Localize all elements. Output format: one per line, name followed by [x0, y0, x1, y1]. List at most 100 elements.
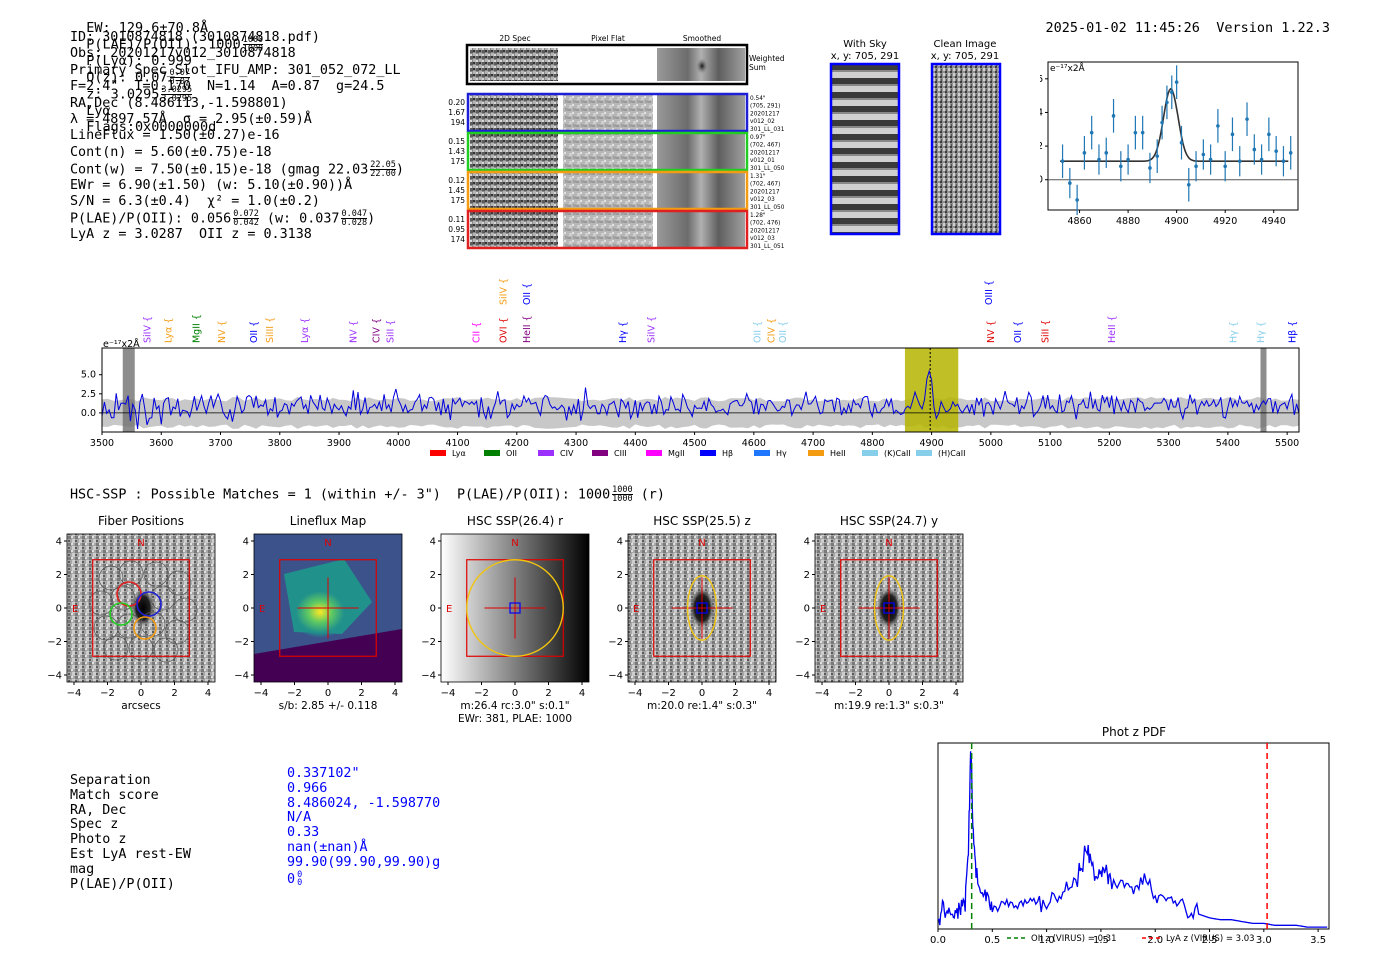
- info-radec: RA,Dec (8.486113,-1.598801): [70, 95, 288, 111]
- cutout-pixel-flat: [563, 95, 653, 130]
- cutout-row-stat: 1.67: [448, 108, 465, 117]
- zoom-data-point: [1075, 198, 1079, 202]
- cutout-2d-spec: [470, 134, 558, 169]
- spectral-line-label: CIV {: [371, 318, 382, 343]
- hsc-y-tick-label: −4: [234, 671, 249, 682]
- plae-value: P(LAE)/P(OII): 1000: [86, 36, 241, 53]
- spectrum-legend: Lyα OII CIV CIII MgII Hβ Hγ HeII (K)CaII (H)CaII: [430, 449, 965, 458]
- legend-swatch: [592, 450, 608, 456]
- legend-swatch: [754, 450, 770, 456]
- zoom-data-point: [1068, 181, 1072, 185]
- cutout-row-meta: v012_01: [750, 158, 775, 164]
- zoom-data-point: [1223, 164, 1227, 169]
- zoom-x-tick-label: 4920: [1213, 216, 1237, 227]
- spectrum-content: 3500 3600 3700 3800 3900 4000 4100 4200 4300 4400…: [81, 348, 1300, 449]
- weighted-label-1: Weighted: [749, 54, 785, 63]
- legend-label: CIV: [560, 449, 574, 458]
- hsc-y-tick-label: 4: [430, 537, 436, 548]
- spectral-line-label: NV {: [348, 320, 359, 343]
- legend-label: (H)CaII: [938, 449, 965, 458]
- zoom-data-point: [1288, 151, 1293, 155]
- info-sn: S/N = 6.3(±0.4) χ² = 1.0(±0.2): [70, 193, 320, 209]
- cutout-row-stat: 0.12: [448, 176, 465, 185]
- cutout-row-meta: v012_02: [750, 119, 775, 125]
- hsc-y-tick-label: 4: [243, 537, 249, 548]
- match-label-separation: Separation: [70, 773, 151, 788]
- zoom-data-point: [1245, 117, 1249, 121]
- cutout-2d-spec: [470, 212, 558, 247]
- hsc-search-box: [279, 559, 377, 657]
- cutout-row-meta: 20201217: [750, 189, 780, 195]
- hsc-search-box: [653, 559, 751, 657]
- cutout-smoothed: [657, 212, 745, 247]
- hsc-north-label: N: [324, 538, 331, 549]
- clean-image-title: Clean Image: [934, 39, 997, 50]
- zoom-data-point: [1186, 182, 1191, 187]
- cutout-row-meta: 301_LL_031: [750, 127, 785, 133]
- hsc-panel-caption: arcsecs: [121, 700, 160, 712]
- hsc-panels: Fiber Positions N E 4 2 0 −2 −4 −4 −2 0 2 4 arcsecs Li…: [47, 514, 964, 725]
- zoom-data-point: [1201, 152, 1206, 157]
- ew-value: EW: 129.6±70.8Å: [86, 20, 209, 36]
- lineflux-peak: [290, 586, 350, 638]
- col-smoothed: Smoothed: [683, 34, 722, 43]
- hsc-x-tick-label: 0: [512, 688, 518, 699]
- hsc-x-tick-label: −4: [628, 688, 643, 699]
- spectrum-x-tick-label: 4600: [742, 438, 766, 449]
- info-plae-lo: 0.042: [233, 218, 259, 229]
- photz-title: Phot z PDF: [1102, 725, 1166, 739]
- full-spectrum: e⁻¹⁷x2Å SiIV {Lyα {MgII {NV {OII {SiIII …: [81, 278, 1300, 458]
- zoom-data-point: [1089, 130, 1094, 135]
- info-plae-w: (w: 0.037: [266, 211, 340, 227]
- hsc-x-tick-label: 0: [138, 688, 144, 699]
- match-plae-lo: 0: [297, 877, 303, 888]
- z-hi: 3.0295: [161, 85, 193, 95]
- spectral-line-label: MgII {: [191, 314, 202, 343]
- spectral-line-label: Lyα {: [300, 318, 311, 343]
- match-value-radec: 8.486024, -1.598770: [287, 795, 441, 811]
- hsc-y-tick-label: 2: [243, 570, 249, 581]
- match-value-ew: nan(±nan)Å: [287, 839, 368, 855]
- match-labels: Separation Match score RA, Dec Spec z Ph…: [70, 773, 191, 892]
- hsc-y-tick-label: 2: [430, 570, 436, 581]
- hsc-x-tick-label: 4: [205, 688, 211, 699]
- spectral-line-label: CIV {: [767, 318, 778, 343]
- spectral-line-label: NV {: [217, 320, 228, 343]
- hsc-x-tick-label: 0: [325, 688, 331, 699]
- cutout-row-meta: 301_LL_050: [750, 166, 785, 172]
- hsc-summary-lo: 1000: [612, 494, 633, 504]
- legend-label: Lyα: [452, 449, 466, 458]
- fiber-circle: [110, 585, 136, 611]
- cutout-row-meta: 20201217: [750, 111, 780, 117]
- spectrum-y-tick-label: 5.0: [81, 370, 96, 381]
- spectral-line-label: SiII {: [386, 320, 397, 343]
- spectrum-x-tick-label: 4300: [564, 438, 588, 449]
- photz-legend-oii: OII z (VIRUS) = 0.31: [1031, 934, 1117, 944]
- zoom-x-tick-label: 4900: [1165, 216, 1189, 227]
- zoom-data-point: [1208, 157, 1213, 162]
- hsc-y-tick-label: 0: [430, 604, 436, 615]
- cutout-row-stat: 175: [451, 157, 466, 166]
- contw-close: ): [395, 162, 404, 178]
- fiber-circle: [143, 561, 169, 587]
- plae-lo: 1000: [242, 44, 264, 54]
- hsc-north-label: N: [137, 538, 144, 549]
- zoom-y-tick-label: 6: [1040, 74, 1043, 85]
- hsc-x-tick-label: 4: [766, 688, 772, 699]
- info-lineflux: LineFlux = 1.50(±0.27)e-16: [70, 128, 280, 144]
- spectrum-masked-region: [122, 348, 135, 432]
- hsc-x-tick-label: 4: [953, 688, 959, 699]
- spectral-line-label: Hγ {: [618, 321, 629, 343]
- zoom-data-point: [1126, 157, 1130, 162]
- cutout-smoothed: [657, 173, 745, 208]
- legend-label: (K)CaII: [884, 449, 911, 458]
- hsc-panel-title: Fiber Positions: [98, 514, 184, 528]
- hsc-summary: HSC-SSP : Possible Matches = 1 (within +…: [70, 486, 665, 504]
- hsc-panel-caption: m:20.0 re:1.4" s:0.3": [647, 700, 757, 712]
- photz-x-tick-label: 0.0: [930, 935, 946, 946]
- cutout-row-meta: 301_LL_051: [750, 244, 785, 250]
- spectrum-x-tick-label: 5000: [979, 438, 1003, 449]
- spectrum-highlight-span: [904, 348, 959, 432]
- info-contw-row: Cont(w) = 7.50(±0.15)e-18 (gmag 22.03 22.…: [70, 161, 404, 179]
- zoom-data-point: [1237, 159, 1242, 164]
